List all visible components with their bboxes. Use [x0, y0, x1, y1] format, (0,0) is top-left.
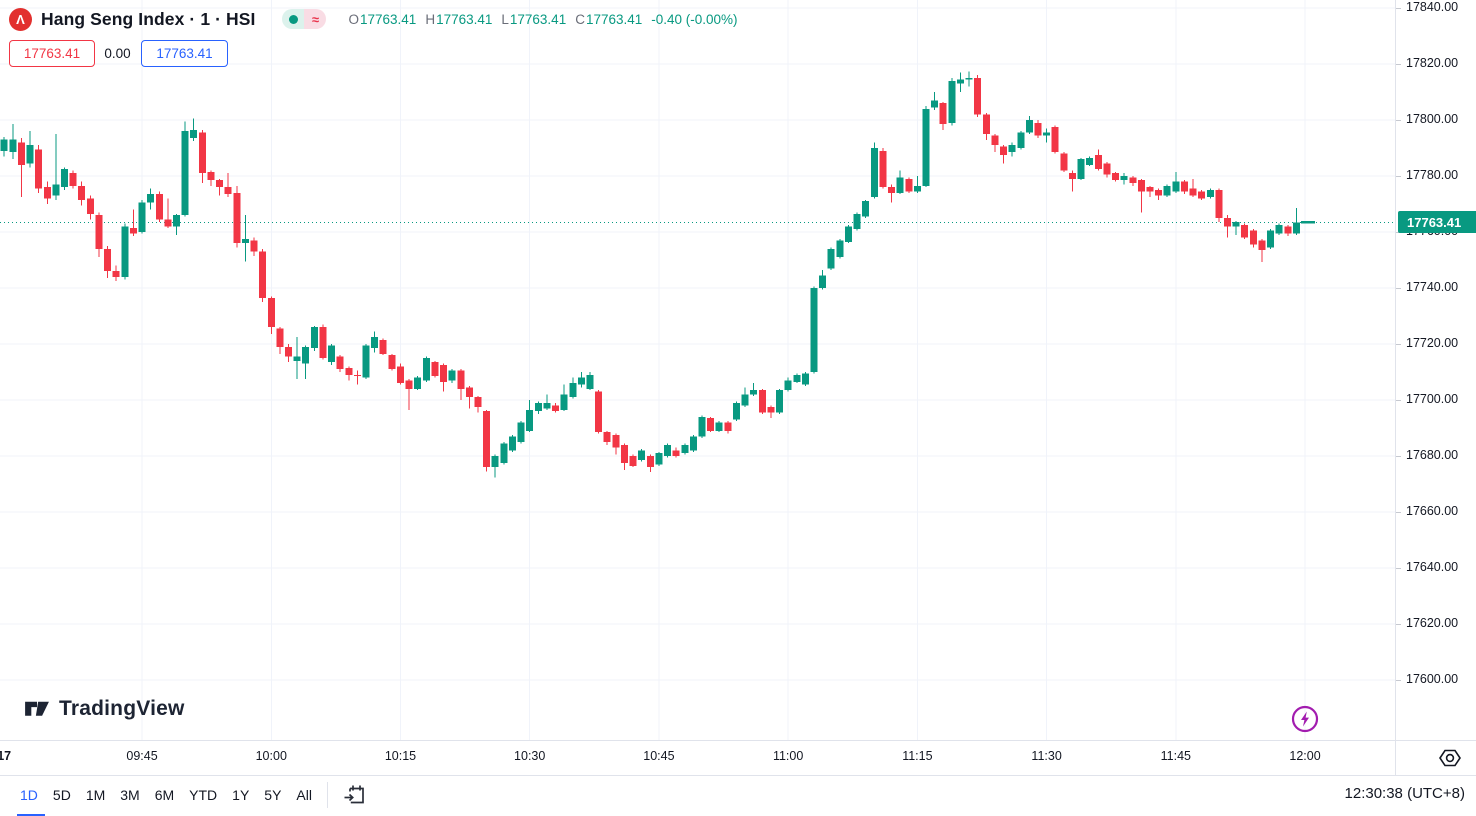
range-button-1m[interactable]: 1M: [85, 787, 106, 803]
tradingview-logo[interactable]: TradingView: [22, 694, 185, 723]
tradingview-mark-icon: [25, 701, 49, 716]
sell-price-button[interactable]: 17763.41: [9, 40, 95, 67]
price-axis-label: 17640.00: [1406, 560, 1459, 574]
price-axis-tick: [1396, 624, 1401, 625]
price-axis-tick: [1396, 64, 1401, 65]
open-label: O: [348, 11, 359, 27]
price-axis-label: 17680.00: [1406, 448, 1459, 462]
time-axis-label: 10:00: [255, 749, 287, 763]
active-range-underline: [17, 814, 45, 816]
time-axis-label: 11:30: [1031, 749, 1062, 763]
time-axis-label: 09:45: [126, 749, 158, 763]
symbol-header: Λ Hang Seng Index · 1 · HSI ≈ O 17763.41 …: [9, 7, 738, 31]
spread-value: 0.00: [104, 45, 131, 61]
time-axis-label: 11:15: [902, 749, 933, 763]
market-open-indicator: [282, 9, 305, 29]
change-value: -0.40 (-0.00%): [651, 11, 738, 27]
price-axis-tick: [1396, 456, 1401, 457]
price-axis-label: 17800.00: [1406, 112, 1459, 126]
time-axis[interactable]: 17 09:45 10:00 10:15 10:30 10:45 11:00 11:15 11:…: [0, 740, 1476, 776]
toolbar-divider: [326, 782, 328, 808]
time-axis-label: 11:00: [772, 749, 804, 763]
range-button-6m[interactable]: 6M: [154, 787, 175, 803]
range-button-all[interactable]: All: [296, 787, 312, 803]
hsi-logo-icon: Λ: [9, 7, 32, 31]
range-button-5d[interactable]: 5D: [52, 787, 71, 803]
tradingview-wordmark: TradingView: [59, 696, 185, 720]
time-axis-label: 10:45: [643, 749, 675, 763]
time-axis-label: 17: [0, 749, 12, 763]
chart-canvas[interactable]: [0, 0, 1395, 740]
price-axis-tick: [1396, 176, 1401, 177]
low-value: 17763.41: [509, 11, 567, 27]
price-axis-tick: [1396, 568, 1401, 569]
time-axis-label: 10:30: [514, 749, 546, 763]
buy-price-button[interactable]: 17763.41: [141, 40, 228, 67]
price-axis[interactable]: 17763.41 17840.00 17820.00 17800.00 17780.0…: [1395, 0, 1476, 775]
time-axis-label: 11:45: [1160, 749, 1191, 763]
price-axis-tick: [1396, 400, 1401, 401]
low-label: L: [501, 11, 509, 27]
price-axis-label: 17700.00: [1406, 392, 1459, 406]
price-axis-tick: [1396, 288, 1401, 289]
last-price-badge: 17763.41: [1398, 211, 1476, 234]
price-axis-label: 17620.00: [1406, 616, 1459, 630]
market-status-pill[interactable]: ≈: [282, 9, 327, 29]
range-button-1y[interactable]: 1Y: [232, 787, 250, 803]
price-axis-label: 17840.00: [1406, 0, 1459, 14]
price-axis-tick: [1396, 120, 1401, 121]
range-switcher: 1D 5D 1M 3M 6M YTD 1Y 5Y All: [20, 776, 368, 814]
time-axis-label: 10:15: [384, 749, 417, 763]
range-button-1d[interactable]: 1D: [20, 787, 38, 803]
symbol-title[interactable]: Hang Seng Index · 1 · HSI: [41, 8, 256, 29]
ohlc-row: O 17763.41 H 17763.41 L 17763.41 C 17763.41 …: [348, 12, 737, 27]
price-axis-label: 17820.00: [1406, 56, 1459, 70]
close-value: 17763.41: [585, 11, 643, 27]
green-dot-icon: [288, 14, 298, 24]
lightning-icon[interactable]: [1291, 705, 1319, 738]
price-axis-label: 17720.00: [1406, 336, 1459, 350]
range-button-5y[interactable]: 5Y: [264, 787, 282, 803]
price-axis-label: 17780.00: [1406, 168, 1459, 182]
high-label: H: [425, 11, 436, 27]
price-axis-label: 17600.00: [1406, 672, 1459, 686]
range-button-3m[interactable]: 3M: [120, 787, 140, 803]
price-axis-tick: [1396, 8, 1401, 9]
hexagon-settings-icon[interactable]: [1437, 746, 1463, 775]
price-axis-label: 17660.00: [1406, 504, 1459, 518]
close-label: C: [575, 11, 585, 27]
price-axis-tick: [1396, 680, 1401, 681]
clock-utc[interactable]: 12:30:38 (UTC+8): [1344, 785, 1465, 802]
bottom-toolbar: 1D 5D 1M 3M 6M YTD 1Y 5Y All 12:30:38 (UTC+8): [0, 775, 1476, 816]
time-axis-label: 12:00: [1289, 749, 1321, 763]
open-value: 17763.41: [360, 11, 417, 27]
delayed-data-icon: ≈: [304, 9, 327, 29]
goto-date-calendar-icon[interactable]: [342, 782, 368, 808]
price-axis-tick: [1396, 344, 1401, 345]
price-axis-tick: [1396, 512, 1401, 513]
range-button-ytd[interactable]: YTD: [189, 787, 218, 803]
price-axis-label: 17740.00: [1406, 280, 1459, 294]
high-value: 17763.41: [436, 11, 493, 27]
